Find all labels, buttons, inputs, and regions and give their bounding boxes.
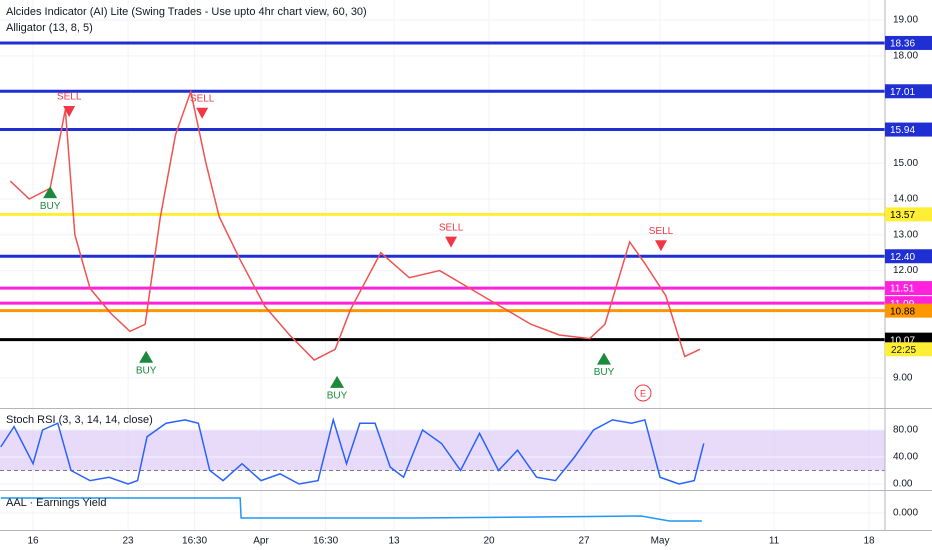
x-tick-label: 23 [122, 536, 134, 547]
marks [0, 41, 885, 522]
y-tick-label: 15.00 [893, 158, 918, 169]
sell-arrow [445, 236, 458, 248]
level-label: 10.07 [890, 335, 915, 346]
x-tick-label: 11 [769, 536, 780, 547]
signal-label: BUY [594, 367, 615, 378]
signal-label: SELL [439, 222, 464, 233]
level-label-bg [885, 122, 932, 137]
y-tick-label: 40.00 [893, 452, 918, 463]
y-tick-label: 19.00 [893, 15, 918, 26]
signal-label: SELL [190, 93, 215, 104]
level-label: 11.51 [890, 284, 915, 295]
level-label-bg [885, 249, 932, 264]
y-tick-label: 0.00 [893, 479, 913, 490]
signal-label: BUY [136, 365, 157, 376]
x-tick-label: 20 [483, 536, 495, 547]
level-label-bg [885, 35, 932, 50]
countdown-bg [885, 342, 932, 357]
level-label: 18.36 [890, 39, 915, 50]
buy-arrow [596, 352, 611, 365]
series-line [9, 88, 701, 361]
x-tick-label: May [651, 536, 670, 547]
y-tick-label: 13.00 [893, 229, 918, 240]
sell-arrow [196, 107, 209, 119]
rsi-band [0, 429, 885, 471]
earnings-marker[interactable]: E [640, 388, 646, 398]
y-tick-label: 80.00 [893, 425, 918, 436]
y-tick-label: 18.00 [893, 50, 918, 61]
sell-arrow [654, 240, 667, 252]
earnings-marker-circle[interactable] [634, 384, 652, 402]
series-line [0, 497, 702, 522]
signal-label: BUY [40, 201, 61, 212]
buy-arrow [330, 375, 345, 388]
x-tick-label: 18 [863, 536, 875, 547]
series-line [0, 417, 705, 485]
y-tick-label: 12.00 [893, 265, 918, 276]
sell-arrow [63, 105, 76, 117]
y-tick-label: 14.00 [893, 194, 918, 205]
indicator-title: Alcides Indicator (AI) Lite (Swing Trade… [6, 6, 367, 18]
rsi-title: Stoch RSI (3, 3, 14, 14, close) [6, 414, 153, 426]
x-tick-label: 27 [578, 536, 590, 547]
signal-label: BUY [327, 390, 348, 401]
level-label: 13.57 [890, 210, 915, 221]
signal-label: SELL [649, 226, 674, 237]
level-label: 15.94 [890, 125, 915, 136]
countdown: 22:25 [891, 345, 916, 356]
level-label: 17.01 [890, 87, 915, 98]
x-tick-label: 13 [388, 536, 400, 547]
x-tick-label: Apr [253, 536, 269, 547]
level-label-bg [885, 207, 932, 222]
level-label-bg [885, 84, 932, 99]
x-tick-label: 16 [27, 536, 39, 547]
buy-arrow [43, 186, 58, 199]
signal-label: SELL [57, 92, 82, 103]
yield-title: AAL · Earnings Yield [6, 497, 106, 509]
buy-arrow [139, 350, 154, 363]
x-tick-label: 16:30 [313, 536, 338, 547]
level-label: 10.88 [890, 306, 915, 317]
y-tick-label: 9.00 [893, 373, 913, 384]
level-label: 12.40 [890, 252, 915, 263]
indicator-subtitle: Alligator (13, 8, 5) [6, 22, 93, 34]
y-tick-label: 0.000 [893, 508, 918, 519]
x-tick-label: 16:30 [182, 536, 207, 547]
level-label-bg [885, 303, 932, 318]
level-label-bg [885, 281, 932, 296]
